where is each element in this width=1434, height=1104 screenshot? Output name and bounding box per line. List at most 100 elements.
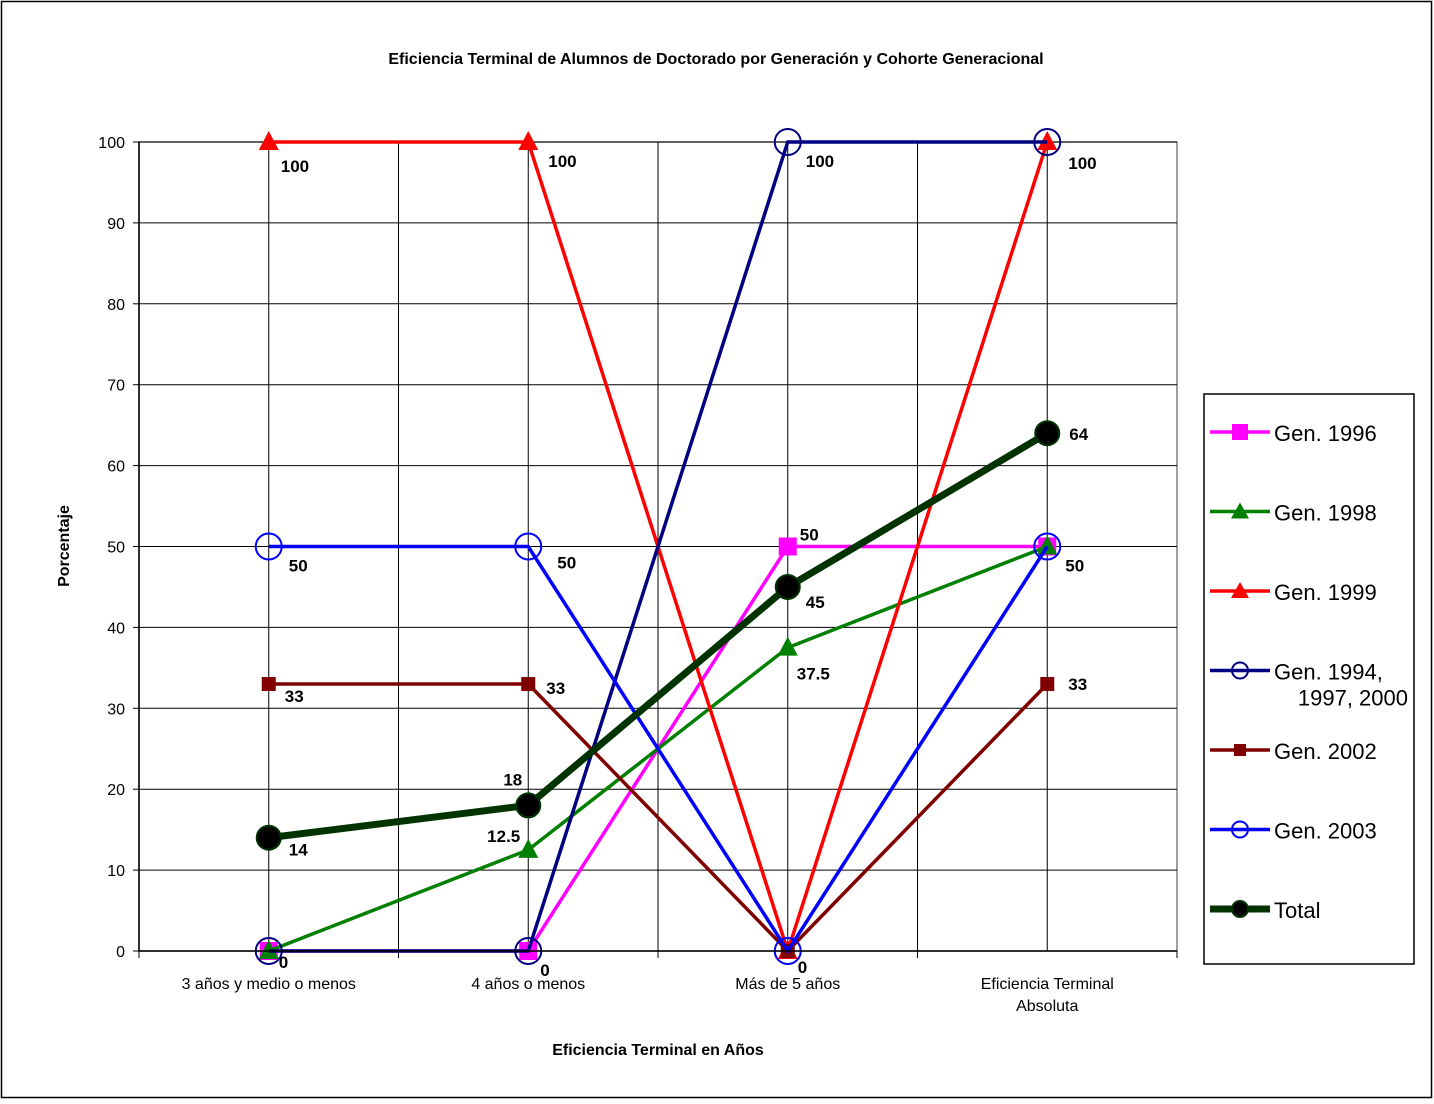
x-tick-label: Absoluta — [1016, 998, 1078, 1015]
data-label: 50 — [557, 554, 576, 573]
legend-item: Gen. 2002 — [1210, 739, 1377, 764]
legend-swatch-marker — [1234, 744, 1246, 756]
data-label: 0 — [540, 961, 549, 980]
y-tick-label: 70 — [107, 378, 125, 395]
data-point — [515, 792, 542, 819]
marker-shape — [254, 532, 283, 561]
data-label: 0 — [279, 953, 288, 972]
marker-shape — [521, 677, 536, 692]
data-label: 0 — [798, 958, 807, 977]
data-label: 12.5 — [487, 827, 520, 846]
data-label: 100 — [281, 157, 309, 176]
x-tick-label: 3 años y medio o menos — [182, 976, 356, 993]
data-point — [1034, 420, 1061, 447]
y-tick-label: 90 — [107, 216, 125, 233]
legend-swatch-marker — [1231, 502, 1249, 519]
marker-shape — [514, 532, 543, 561]
marker-shape — [1040, 677, 1055, 692]
marker-shape — [258, 131, 279, 150]
data-label: 33 — [285, 687, 304, 706]
chart-title: Eficiencia Terminal de Alumnos de Doctor… — [388, 51, 1043, 68]
marker-shape — [1033, 532, 1062, 561]
marker-shape — [774, 573, 801, 600]
y-tick-label: 100 — [98, 135, 125, 152]
data-point — [1033, 128, 1062, 156]
series-line — [268, 682, 1049, 954]
series-5 — [254, 532, 1062, 965]
data-point — [774, 573, 801, 600]
legend-swatch-marker — [1231, 900, 1249, 918]
data-label: 50 — [800, 526, 819, 545]
data-point — [778, 537, 797, 556]
data-label: 45 — [806, 593, 825, 612]
data-label: 50 — [1065, 557, 1084, 576]
marker-shape — [773, 128, 802, 156]
data-label: 33 — [1068, 675, 1087, 694]
legend-label: Gen. 1998 — [1274, 501, 1377, 526]
data-label: 100 — [806, 152, 834, 171]
data-point — [1040, 677, 1055, 692]
series-4 — [261, 677, 1055, 958]
legend-swatch-marker — [1232, 424, 1248, 440]
data-point — [521, 677, 536, 692]
y-tick-label: 50 — [107, 540, 125, 557]
series-line — [268, 430, 1050, 842]
marker-shape — [255, 824, 282, 851]
y-tick-label: 20 — [107, 782, 125, 799]
x-tick-label: Eficiencia Terminal — [981, 976, 1114, 993]
legend-label: Gen. 1994, — [1274, 660, 1383, 685]
marker-shape — [515, 792, 542, 819]
axes: 0 10 20 30 40 50 60 70 80 90 100 3 años y medio o m… — [98, 135, 1178, 1015]
data-label: 33 — [546, 679, 565, 698]
data-label: 37.5 — [797, 665, 830, 684]
series-line — [268, 544, 1049, 955]
y-axis-label: Porcentaje — [56, 505, 73, 587]
legend-label: Gen. 2002 — [1274, 739, 1377, 764]
legend-swatch-marker — [1231, 582, 1249, 598]
data-point — [1037, 535, 1058, 555]
marker-shape — [1037, 535, 1058, 555]
y-tick-label: 80 — [107, 297, 125, 314]
legend-item: Gen. 1998 — [1210, 501, 1377, 526]
data-label: 18 — [503, 770, 522, 789]
legend-item: Gen. 1999 — [1210, 580, 1377, 605]
legend-label: Total — [1274, 898, 1320, 923]
y-tick-label: 10 — [107, 863, 125, 880]
marker-shape — [777, 636, 798, 656]
data-point — [1033, 532, 1062, 561]
y-tick-label: 40 — [107, 620, 125, 637]
data-point — [518, 131, 539, 150]
legend-swatch-marker — [1231, 661, 1249, 680]
marker-shape — [261, 677, 276, 692]
x-tick-label: Más de 5 años — [735, 976, 840, 993]
data-point — [773, 128, 802, 156]
data-label: 50 — [289, 557, 308, 576]
legend-label: Gen. 2003 — [1274, 819, 1377, 844]
x-tick-label: 4 años o menos — [471, 976, 585, 993]
legend-item: Gen. 1994,1997, 2000 — [1210, 660, 1408, 711]
data-point — [258, 131, 279, 150]
data-point — [777, 636, 798, 656]
x-axis-label: Eficiencia Terminal en Años — [552, 1042, 764, 1059]
y-tick-label: 60 — [107, 459, 125, 476]
legend-item: Gen. 1996 — [1210, 421, 1377, 446]
legend-label: 1997, 2000 — [1298, 686, 1408, 711]
data-point — [518, 838, 539, 858]
marker-shape — [518, 838, 539, 858]
y-tick-label: 30 — [107, 701, 125, 718]
data-point — [254, 532, 283, 561]
data-label: 100 — [548, 152, 576, 171]
legend-label: Gen. 1999 — [1274, 580, 1377, 605]
marker-shape — [1033, 128, 1062, 156]
data-label: 100 — [1068, 154, 1096, 173]
legend-swatch-marker — [1231, 820, 1249, 839]
data-label: 14 — [289, 841, 308, 860]
data-point — [261, 677, 276, 692]
data-point — [255, 824, 282, 851]
marker-shape — [778, 537, 797, 556]
legend-item: Total — [1210, 898, 1320, 923]
series-6 — [255, 420, 1061, 851]
